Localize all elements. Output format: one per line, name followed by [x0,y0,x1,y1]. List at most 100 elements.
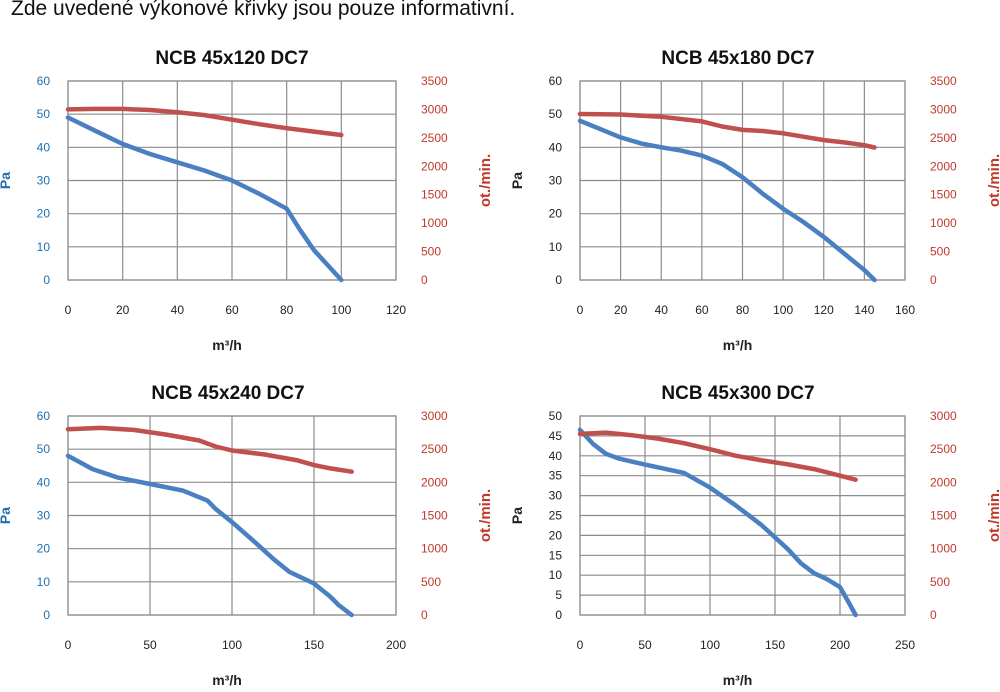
y2-tick-label: 2500 [421,442,448,456]
y2-tick-label: 3000 [421,102,448,116]
y2-tick-label: 500 [930,245,950,259]
y2-tick-label: 1000 [930,216,957,230]
y-tick-label: 25 [549,509,563,523]
series-line-rpm [577,430,858,482]
y2-tick-label: 0 [421,273,428,287]
y2-axis-label: ot./min. [986,154,1000,207]
y2-tick-label: 2000 [930,159,957,173]
y-tick-label: 40 [549,140,563,154]
y2-tick-label: 2500 [421,131,448,145]
y2-tick-label: 500 [421,245,441,259]
y2-tick-label: 2500 [930,131,957,145]
y2-tick-label: 1000 [421,542,448,556]
x-axis-label: m³/h [212,337,242,353]
x-tick-label: 120 [814,303,834,317]
x-tick-label: 80 [280,303,294,317]
series-line-pressure [65,453,354,618]
x-tick-label: 150 [765,638,785,652]
plot-frame [67,415,397,616]
chart-3: NCB 45x240 DC701020304050600500100015002… [0,383,494,688]
x-tick-label: 40 [171,303,185,317]
y2-tick-label: 1500 [421,509,448,523]
x-tick-label: 160 [895,303,915,317]
x-tick-label: 150 [304,638,324,652]
x-tick-label: 140 [854,303,874,317]
y-axis-label: Pa [0,507,13,524]
y2-tick-label: 3500 [930,74,957,88]
x-tick-label: 0 [577,638,584,652]
y2-tick-label: 0 [930,273,937,287]
x-tick-label: 250 [895,638,915,652]
series-line-rpm [65,106,344,138]
x-axis-label: m³/h [723,672,753,688]
y2-tick-label: 0 [930,608,937,622]
chart-title: NCB 45x120 DC7 [155,48,308,69]
y2-tick-label: 1500 [421,188,448,202]
series-line-pressure [65,115,344,283]
y-tick-label: 50 [37,107,51,121]
y-tick-label: 60 [37,74,51,88]
y2-tick-label: 3000 [930,102,957,116]
y-tick-label: 30 [37,174,51,188]
y-tick-label: 10 [549,240,563,254]
x-tick-label: 100 [331,303,351,317]
disclaimer-note: Zde uvedené výkonové křivky jsou pouze i… [11,0,516,20]
y-tick-label: 0 [555,273,562,287]
x-tick-label: 200 [830,638,850,652]
y2-tick-label: 2500 [930,442,957,456]
y2-tick-label: 0 [421,608,428,622]
y2-tick-label: 1000 [421,216,448,230]
x-tick-label: 100 [222,638,242,652]
y2-tick-label: 3000 [421,409,448,423]
y-tick-label: 30 [37,509,51,523]
y-tick-label: 40 [549,449,563,463]
x-tick-label: 50 [638,638,652,652]
series-line-rpm [577,111,877,150]
y-tick-label: 5 [555,588,562,602]
y2-axis-label: ot./min. [477,154,494,207]
chart-1: NCB 45x120 DC701020304050600500100015002… [0,48,494,353]
y2-tick-label: 3000 [930,409,957,423]
x-tick-label: 0 [577,303,584,317]
x-tick-label: 80 [736,303,750,317]
y2-tick-label: 1000 [930,542,957,556]
y-tick-label: 50 [37,442,51,456]
x-tick-label: 40 [655,303,669,317]
x-axis-label: m³/h [212,672,242,688]
y-axis-label: Pa [509,507,525,524]
y2-tick-label: 2000 [421,159,448,173]
y-tick-label: 35 [549,469,563,483]
chart-title: NCB 45x300 DC7 [661,383,814,404]
x-tick-label: 50 [143,638,157,652]
x-tick-label: 20 [614,303,628,317]
x-tick-label: 60 [225,303,239,317]
y2-tick-label: 1500 [930,509,957,523]
y-axis-label: Pa [0,172,13,189]
y-tick-label: 10 [37,575,51,589]
y2-tick-label: 3500 [421,74,448,88]
y2-tick-label: 2000 [930,475,957,489]
series-line-rpm [65,425,354,474]
plot-frame [67,80,397,281]
y-tick-label: 50 [549,409,563,423]
y-tick-label: 30 [549,174,563,188]
plot-frame [579,415,906,616]
y-tick-label: 10 [37,240,51,254]
y2-tick-label: 500 [930,575,950,589]
chart-4: NCB 45x300 DC705101520253035404550050010… [509,383,1000,688]
x-tick-label: 60 [695,303,709,317]
y2-tick-label: 2000 [421,475,448,489]
x-tick-label: 200 [386,638,406,652]
x-tick-label: 0 [65,638,72,652]
y-tick-label: 0 [43,608,50,622]
chart-title: NCB 45x240 DC7 [151,383,304,404]
y-axis-label: Pa [509,172,525,189]
y-tick-label: 60 [37,409,51,423]
y2-tick-label: 500 [421,575,441,589]
y-tick-label: 20 [37,542,51,556]
y2-tick-label: 1500 [930,188,957,202]
x-tick-label: 120 [386,303,406,317]
y-tick-label: 15 [549,548,563,562]
x-tick-label: 20 [116,303,130,317]
